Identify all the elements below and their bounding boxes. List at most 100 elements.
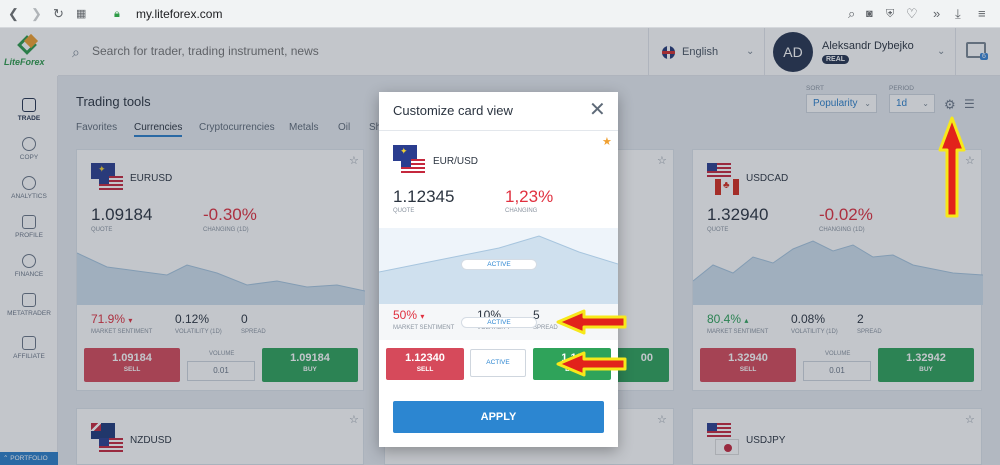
menu-icon[interactable]: ≡ — [978, 6, 986, 21]
period-value: 1d — [896, 98, 908, 109]
user-name[interactable]: Aleksandr Dybejko — [822, 40, 914, 52]
dollar-icon — [22, 254, 36, 268]
chart-line — [77, 252, 365, 292]
star-icon[interactable]: ☆ — [349, 414, 359, 426]
close-icon[interactable]: ✕ — [589, 99, 606, 121]
apply-button[interactable]: APPLY — [393, 401, 604, 433]
apps-grid-icon[interactable]: ▦ — [76, 8, 87, 20]
extensions-icon[interactable]: » — [933, 6, 941, 21]
language-selector[interactable]: English — [682, 46, 719, 58]
card-usdjpy[interactable]: ☆ USDJPY — [692, 408, 982, 465]
volume-label: VOLUME — [825, 351, 851, 357]
divider — [379, 130, 618, 131]
star-icon[interactable]: ☆ — [657, 414, 667, 426]
sell-button[interactable]: 1.32940 SELL — [700, 348, 796, 382]
sell-label: SELL — [123, 366, 141, 373]
list-view-icon[interactable]: ☰ — [964, 97, 975, 111]
caret-down-icon: ▾ — [128, 316, 133, 325]
change-label: CHANGING — [505, 208, 538, 214]
customize-card-modal: Customize card view ✕ ★ EUR/USD 1.12345 … — [379, 92, 618, 447]
handshake-icon — [22, 336, 36, 350]
price-chart — [693, 240, 983, 305]
star-icon[interactable]: ★ — [602, 136, 612, 148]
avatar[interactable]: AD — [773, 32, 813, 72]
shield-icon[interactable]: ⛨ — [886, 8, 895, 20]
sell-button[interactable]: 1.09184 SELL — [84, 348, 180, 382]
card-nzdusd[interactable]: ☆ NZDUSD — [76, 408, 364, 465]
period-select[interactable]: 1d ⌄ — [889, 94, 935, 113]
volatility-value: 0.12% — [175, 312, 210, 326]
portfolio-toggle[interactable]: ⌃ PORTFOLIO — [0, 452, 58, 465]
volatility-label: VOLATILITY (1D) — [791, 329, 838, 335]
sidebar-item-analytics[interactable]: ANALYTICS — [0, 176, 58, 200]
sort-select[interactable]: Popularity ⌄ — [806, 94, 877, 113]
sidebar-item-label: TRADE — [17, 115, 41, 122]
caret-up-icon: ▴ — [744, 316, 749, 325]
star-icon[interactable]: ☆ — [657, 155, 667, 167]
sidebar-item-profile[interactable]: PROFILE — [0, 215, 58, 239]
annotation-arrow-left — [556, 309, 627, 335]
search-icon[interactable]: ⌕ — [848, 6, 856, 21]
star-icon[interactable]: ☆ — [349, 155, 359, 167]
card-eurusd[interactable]: ☆ EURUSD 1.09184 QUOTE -0.30% CHANGING (… — [76, 149, 365, 391]
gear-icon[interactable]: ⚙ — [944, 97, 956, 112]
tab-cryptocurrencies[interactable]: Cryptocurrencies — [199, 122, 275, 133]
tab-shares[interactable]: Sh — [369, 122, 382, 133]
card-usdcad[interactable]: ☆ USDCAD 1.32940 QUOTE -0.02% CHANGING (… — [692, 149, 983, 391]
sidebar-item-metatrader[interactable]: METATRADER — [0, 293, 58, 317]
uk-flag-icon — [662, 46, 675, 59]
forward-icon[interactable]: ❯ — [31, 6, 42, 21]
address-bar[interactable]: my.liteforex.com — [136, 7, 223, 21]
sidebar-item-copy[interactable]: COPY — [0, 137, 58, 161]
back-icon[interactable]: ❮ — [8, 6, 19, 21]
chart-area — [77, 253, 365, 305]
arrow-shape — [938, 116, 966, 218]
buy-price: 1.32942 — [906, 352, 946, 364]
sidebar-item-trade[interactable]: TRADE — [0, 98, 58, 122]
us-flag-icon — [707, 423, 731, 439]
japan-flag-icon — [715, 439, 739, 455]
sell-button[interactable]: 1.12340 SELL — [386, 348, 464, 380]
star-icon[interactable]: ☆ — [965, 414, 975, 426]
change-value: -0.02% — [819, 205, 873, 224]
sentiment-value: 80.4% ▴ — [707, 312, 748, 326]
volume-label: VOLUME — [209, 351, 235, 357]
download-icon[interactable]: ⤓ — [955, 6, 961, 21]
volume-input[interactable]: 0.01 — [803, 361, 871, 381]
account-type-badge: REAL — [822, 55, 850, 64]
divider — [648, 28, 649, 76]
quote-label: QUOTE — [393, 208, 415, 214]
volatility-label: VOLATILITY (1D) — [175, 329, 222, 335]
sidebar-item-affiliate[interactable]: AFFILIATE — [0, 336, 58, 360]
reload-icon[interactable]: ↻ — [53, 6, 64, 21]
sell-price: 1.32940 — [728, 352, 768, 364]
chevron-down-icon: ⌄ — [864, 99, 871, 108]
search-input[interactable] — [92, 44, 492, 58]
volatility-value: 0.08% — [791, 312, 826, 326]
camera-icon[interactable]: ◙ — [866, 8, 873, 20]
toggle-chart-pill[interactable]: ACTIVE — [461, 259, 537, 270]
pair-name: NZDUSD — [130, 435, 172, 446]
sidebar-item-finance[interactable]: FINANCE — [0, 254, 58, 278]
chat-icon[interactable] — [966, 42, 986, 58]
tab-favorites[interactable]: Favorites — [76, 122, 118, 133]
sort-value: Popularity — [813, 98, 858, 109]
toggle-trade-pill[interactable]: ACTIVE — [470, 349, 526, 377]
portfolio-label: PORTFOLIO — [10, 455, 48, 462]
chevron-down-icon[interactable]: ⌄ — [937, 46, 946, 57]
buy-button[interactable]: 1.09184 BUY — [262, 348, 358, 382]
spread-label: SPREAD — [533, 325, 558, 331]
volume-input[interactable]: 0.01 — [187, 361, 255, 381]
tab-currencies[interactable]: Currencies — [134, 122, 183, 137]
heart-icon[interactable]: ♡ — [906, 6, 918, 21]
toggle-stats-pill[interactable]: ACTIVE — [461, 317, 537, 328]
quote-label: QUOTE — [707, 227, 729, 233]
sentiment-label: MARKET SENTIMENT — [91, 329, 153, 335]
arrow-shape — [556, 309, 627, 335]
buy-button[interactable]: 1.32942 BUY — [878, 348, 974, 382]
logo[interactable]: LiteForex — [0, 28, 58, 76]
chevron-down-icon[interactable]: ⌄ — [746, 46, 755, 57]
tab-oil[interactable]: Oil — [338, 122, 351, 133]
star-icon[interactable]: ☆ — [965, 155, 975, 167]
tab-metals[interactable]: Metals — [289, 122, 319, 133]
